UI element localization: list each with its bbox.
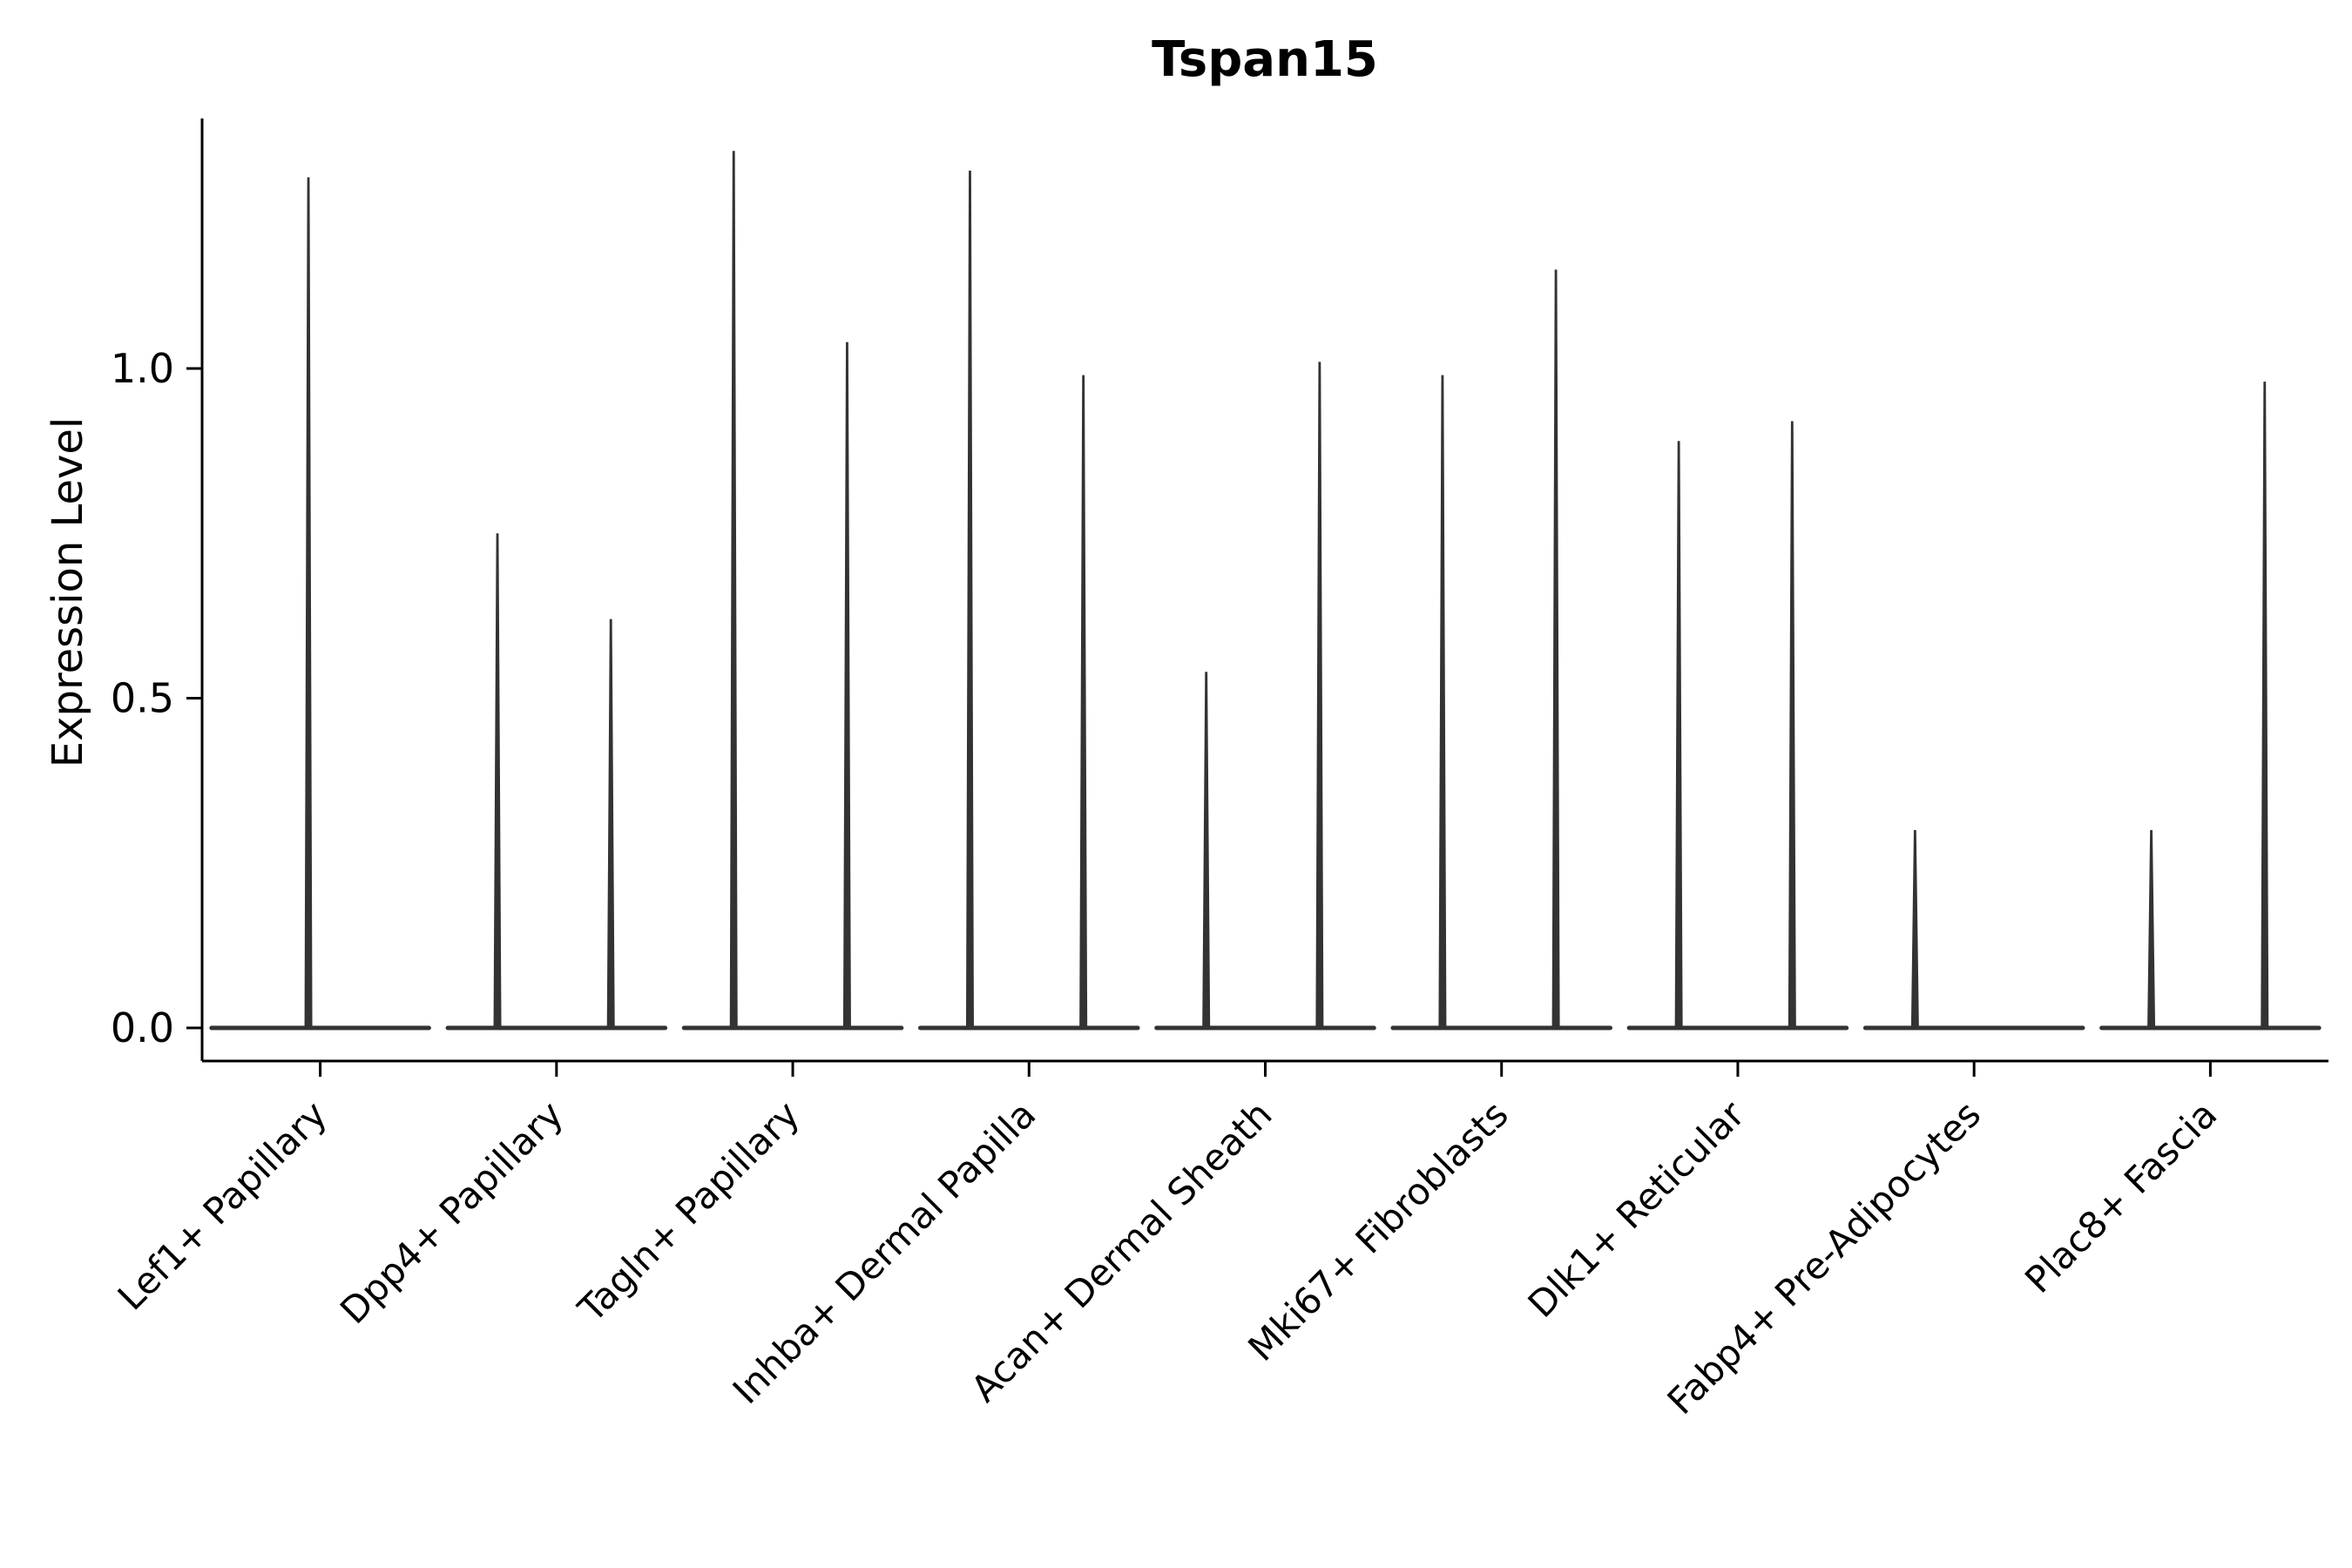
violin-spike: [1551, 269, 1560, 1028]
violin-spike: [2147, 829, 2156, 1028]
y-axis-label: Expression Level: [44, 416, 92, 768]
x-tick-label: Lef1+ Papillary: [110, 1092, 335, 1318]
violin-spike: [304, 177, 313, 1029]
violin-spike: [729, 151, 738, 1028]
violin-spike: [606, 618, 615, 1028]
violin-spike: [1079, 375, 1088, 1028]
x-tick-label: Dpp4+ Papillary: [332, 1092, 571, 1332]
violin-spike: [1788, 421, 1796, 1028]
x-tick-label: Tagln+ Papillary: [570, 1092, 808, 1330]
x-tick-label: Plac8+ Fascia: [2017, 1092, 2225, 1301]
x-tick-label: Mki67+ Fibroblasts: [1240, 1092, 1516, 1369]
violin-spike: [1910, 829, 1919, 1028]
violin-spike: [965, 170, 974, 1028]
violin-spike: [1674, 441, 1683, 1028]
x-tick-label: Dlk1+ Reticular: [1520, 1092, 1754, 1326]
chart-title: Tspan15: [1152, 31, 1378, 88]
violin-spike: [1315, 362, 1324, 1028]
y-tick-label: 0.5: [111, 675, 174, 722]
violin-spike: [1202, 672, 1211, 1028]
y-tick-label: 0.0: [111, 1004, 174, 1051]
violin-spike: [842, 341, 851, 1029]
violin-spike: [1438, 375, 1447, 1028]
violin-spike: [493, 533, 502, 1028]
violin-spike: [2261, 382, 2269, 1028]
y-tick-label: 1.0: [111, 345, 174, 392]
